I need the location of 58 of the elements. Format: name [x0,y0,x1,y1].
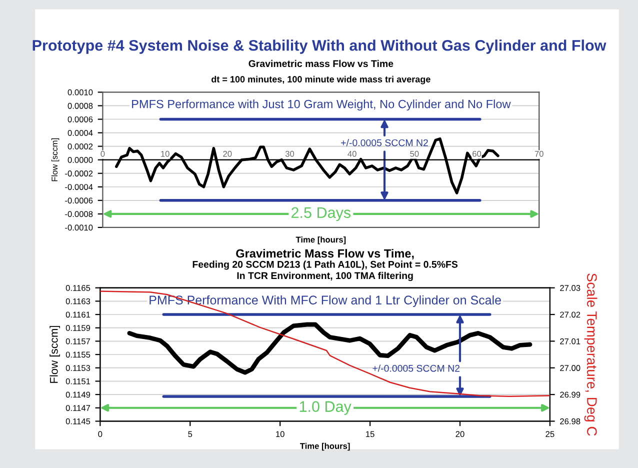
y2-tick-label: 26.98 [560,418,580,424]
annotation: PMFS Performance With MFC Flow and 1 Ltr Cylinder on Scale [150,295,501,307]
y-tick-label: 0.0008 [68,102,93,109]
x-tick-label: 10 [161,150,170,157]
y-tick-label: 0.1147 [66,405,90,411]
x-axis-title: Time [hours] [296,236,346,244]
y2-tick-label: 27.02 [560,312,580,318]
y-tick-label: 0.1151 [66,378,90,384]
y-tick-label: 0.1157 [66,338,90,344]
text: Prototype #4 System Noise & Stability With and Without Gas Cylinder and Flow [32,40,606,54]
x-axis-title: Time [hours] [300,442,350,451]
x-tick-label: 10 [276,431,284,438]
x-tick-label: 15 [366,431,374,438]
chart-subtitle: Feeding 20 SCCM D213 (1 Path A10L), Set Point = 0.5%FS In TCR Environment, 100 TMA filtering [192,260,458,281]
y-tick-label: 0.1159 [66,325,90,331]
x-tick-label: 20 [456,431,464,438]
y-tick-label: 0.1165 [66,285,90,291]
y-tick-label: 0.0004 [68,130,93,136]
y-tick-label: 0.1155 [66,352,90,358]
x-tick-label: 20 [223,150,232,157]
y-tick-label: 0.0000 [68,157,93,163]
y-tick-label: 0.1153 [66,365,90,371]
y-axis-title: Flow [sccm] [50,326,60,383]
y-tick-label: 0.1163 [66,298,90,304]
x-tick-label: 0 [100,150,105,157]
x-tick-label: 30 [285,150,294,157]
annotation: +/-0.0005 SCCM N2 [341,139,428,146]
chart-subtitle: dt = 100 minutes, 100 minute wide mass tri average [212,76,430,84]
chart-title: Gravimetric Mass Flow vs Time, [236,248,414,260]
y-tick-label: 0.0010 [68,89,93,96]
y-tick-label: -0.0004 [65,184,93,190]
x-tick-label: 5 [188,431,192,438]
x-tick-label: 0 [98,431,102,438]
annotation: 2.5 Days [292,207,351,222]
y-tick-label: -0.0010 [65,224,93,231]
y2-tick-label: 26.99 [560,392,580,398]
y2-tick-label: 27.03 [560,285,580,291]
annotation: +/-0.0005 SCCM N2 [372,364,460,372]
y-tick-label: 0.0006 [68,116,93,122]
y-tick-label: -0.0006 [65,198,93,204]
y-tick-label: 0.1161 [66,312,90,318]
x-tick-label: 50 [410,150,419,157]
annotation: 1.0 Day [300,401,352,415]
y-axis-title: Flow [sccm] [51,138,60,182]
x-tick-label: 25 [546,431,554,438]
y-tick-label: 0.1149 [66,392,90,398]
y-tick-label: 0.1145 [66,418,90,424]
y-tick-label: -0.0002 [65,170,93,176]
annotation: PMFS Performance with Just 10 Gram Weight, No Cylinder and No Flow [132,100,511,111]
chart-title: Gravimetric mass Flow vs Time [248,60,394,68]
y2-tick-label: 27.00 [560,365,580,371]
y2-axis-title: Scale Temperature, Deg C [584,273,598,436]
y2-tick-label: 27.01 [560,338,580,344]
y-tick-label: -0.0008 [65,211,93,218]
x-tick-label: 70 [534,150,544,157]
x-tick-label: 40 [348,150,356,157]
x-tick-label: 60 [472,150,482,157]
y-tick-label: 0.0002 [68,143,93,150]
